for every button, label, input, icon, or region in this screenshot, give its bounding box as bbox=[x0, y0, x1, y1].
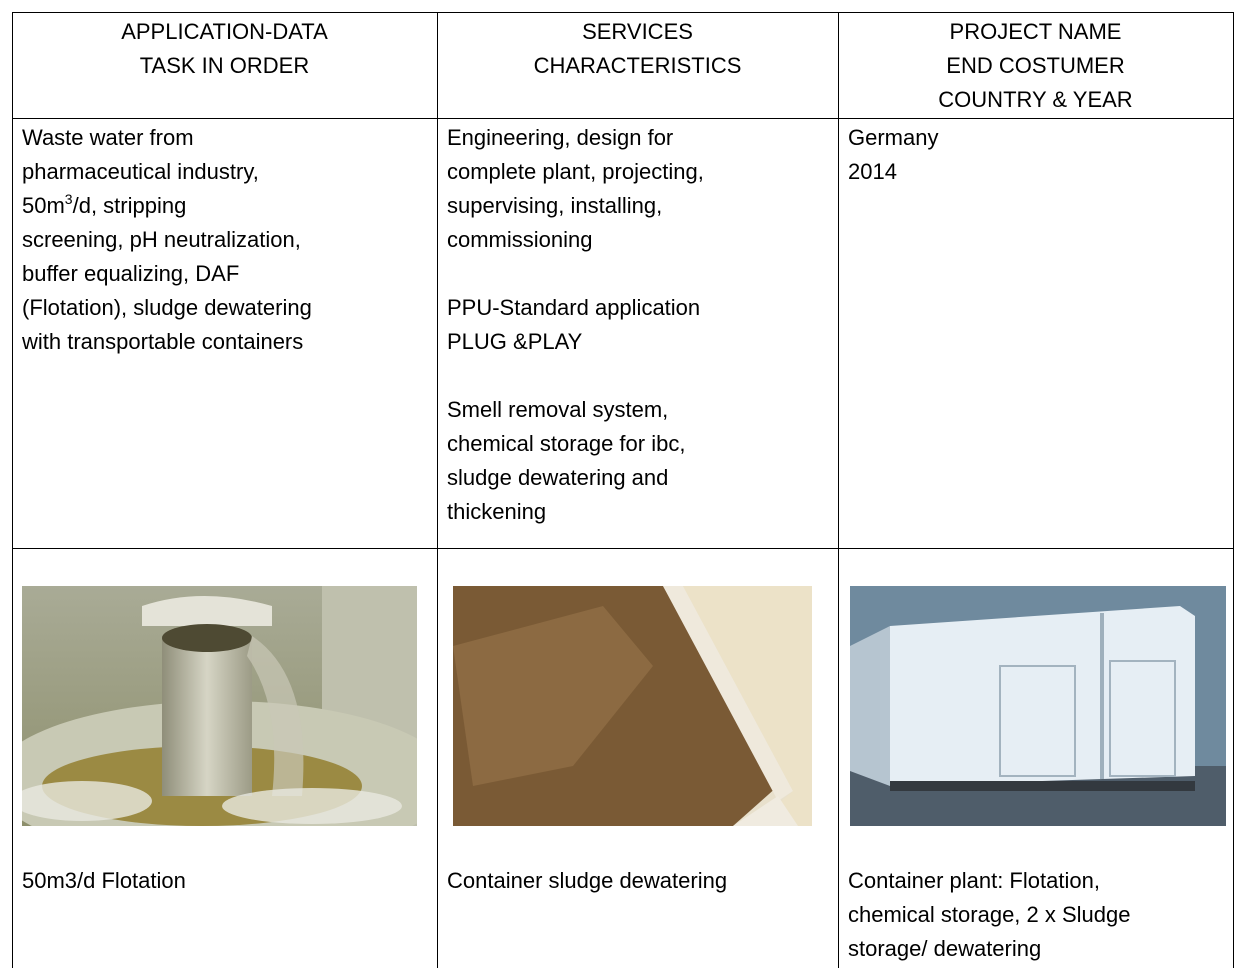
photo-container bbox=[850, 586, 1226, 826]
cell-line: TASK IN ORDER bbox=[139, 53, 310, 78]
cell-line: COUNTRY & YEAR bbox=[938, 87, 1133, 112]
border bbox=[1233, 12, 1234, 968]
cell-line: pharmaceutical industry, bbox=[22, 159, 259, 184]
cell-line: SERVICES bbox=[582, 19, 693, 44]
table-cell: APPLICATION-DATA TASK IN ORDER bbox=[12, 15, 437, 83]
cell-line: complete plant, projecting, bbox=[447, 159, 704, 184]
cell-line: CHARACTERISTICS bbox=[533, 53, 742, 78]
border bbox=[12, 12, 13, 968]
cell-line: storage/ dewatering bbox=[848, 936, 1042, 961]
table-cell: Waste water from pharmaceutical industry,… bbox=[22, 121, 433, 359]
table-cell: Container sludge dewatering bbox=[447, 864, 834, 898]
cell-line: Waste water from bbox=[22, 125, 194, 150]
cell-line: Smell removal system, bbox=[447, 397, 669, 422]
cell-line: Container plant: Flotation, bbox=[848, 868, 1100, 893]
table-cell: Engineering, design for complete plant, p… bbox=[447, 121, 834, 529]
cell-line: Engineering, design for bbox=[447, 125, 674, 150]
cell-line: commissioning bbox=[447, 227, 593, 252]
cell-line: PPU-Standard application bbox=[447, 295, 701, 320]
cell-line: Container sludge dewatering bbox=[447, 868, 728, 893]
border bbox=[437, 12, 438, 968]
superscript: 3 bbox=[64, 191, 73, 207]
cell-line: thickening bbox=[447, 499, 547, 524]
cell-line: (Flotation), sludge dewatering bbox=[22, 295, 312, 320]
text-run: 50m bbox=[22, 193, 65, 218]
cell-line: APPLICATION-DATA bbox=[121, 19, 328, 44]
cell-line: chemical storage, 2 x Sludge bbox=[848, 902, 1131, 927]
cell-line: PLUG &PLAY bbox=[447, 329, 583, 354]
cell-line: with transportable containers bbox=[22, 329, 304, 354]
table-cell: SERVICES CHARACTERISTICS bbox=[437, 15, 838, 83]
table-cell: PROJECT NAME END COSTUMER COUNTRY & YEAR bbox=[838, 15, 1233, 117]
cell-line: 50m3/d Flotation bbox=[22, 868, 186, 893]
cell-line: sludge dewatering and bbox=[447, 465, 669, 490]
text-run: /d, stripping bbox=[72, 193, 187, 218]
table-cell: Germany 2014 bbox=[848, 121, 1229, 189]
cell-line: buffer equalizing, DAF bbox=[22, 261, 240, 286]
cell-line: PROJECT NAME bbox=[949, 19, 1122, 44]
cell-line: 2014 bbox=[848, 159, 897, 184]
photo-flotation bbox=[22, 586, 417, 826]
cell-line: chemical storage for ibc, bbox=[447, 431, 686, 456]
spacer bbox=[447, 359, 834, 393]
border bbox=[12, 12, 1234, 13]
cell-line: 50m3/d, stripping bbox=[22, 189, 433, 223]
cell-line: screening, pH neutralization, bbox=[22, 227, 301, 252]
border bbox=[838, 12, 839, 968]
border bbox=[12, 548, 1234, 549]
cell-line: Germany bbox=[848, 125, 939, 150]
table-cell: Container plant: Flotation, chemical stor… bbox=[848, 864, 1229, 966]
table-cell: 50m3/d Flotation bbox=[22, 864, 433, 898]
photo-sludge bbox=[453, 586, 812, 826]
cell-line: END COSTUMER bbox=[946, 53, 1125, 78]
cell-line: supervising, installing, bbox=[447, 193, 663, 218]
border bbox=[12, 118, 1234, 119]
spacer bbox=[447, 257, 834, 291]
